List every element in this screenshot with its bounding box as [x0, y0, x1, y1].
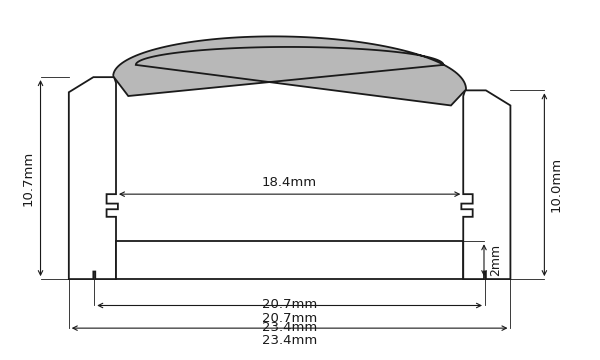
- Text: 20.7mm: 20.7mm: [262, 311, 317, 324]
- Text: 18.4mm: 18.4mm: [262, 176, 317, 189]
- Polygon shape: [69, 77, 118, 279]
- Polygon shape: [461, 90, 511, 279]
- Text: 23.4mm: 23.4mm: [262, 334, 317, 347]
- Polygon shape: [113, 36, 466, 105]
- Text: 10.7mm: 10.7mm: [22, 150, 35, 206]
- Polygon shape: [116, 241, 463, 279]
- Text: 20.7mm: 20.7mm: [262, 298, 317, 311]
- Text: 10.0mm: 10.0mm: [550, 157, 563, 212]
- Text: 23.4mm: 23.4mm: [262, 321, 317, 334]
- Text: 2mm: 2mm: [489, 244, 502, 276]
